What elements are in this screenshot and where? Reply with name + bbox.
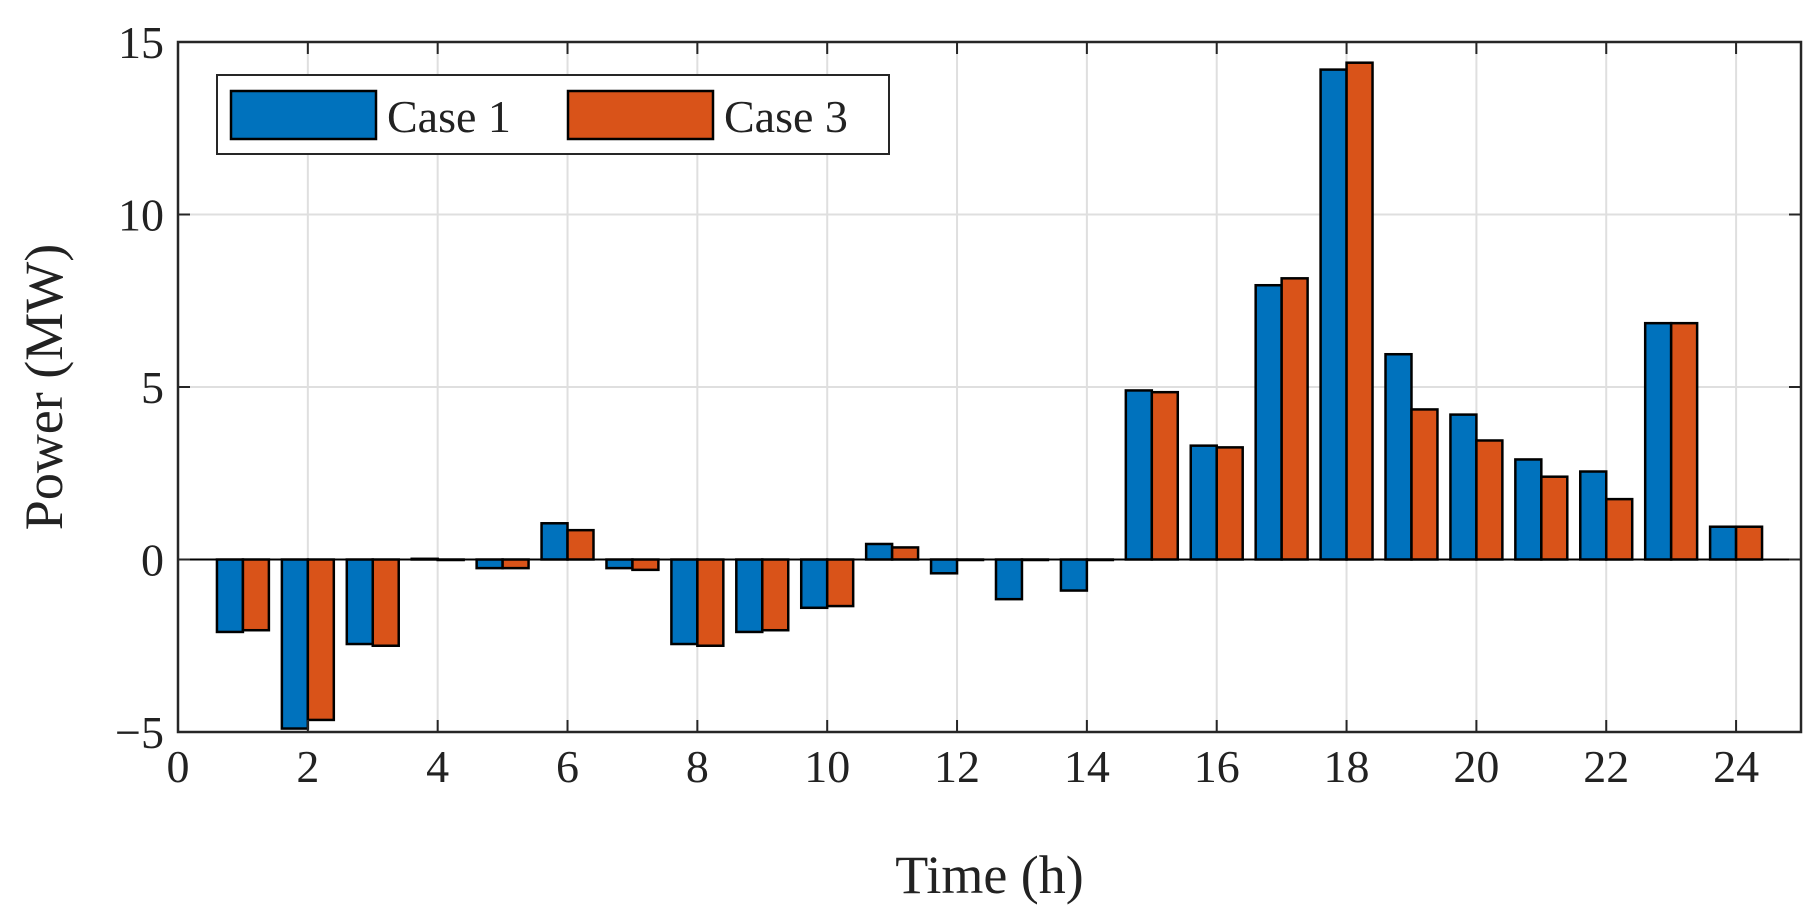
bar-case-3-hour-20 xyxy=(1475,439,1504,561)
bar-case-1-hour-21 xyxy=(1514,458,1543,561)
y-ticks: −5 0 5 10 15 xyxy=(115,17,1801,758)
x-tick-label-18: 18 xyxy=(1324,741,1370,792)
bar-case-1-hour-9 xyxy=(735,558,764,634)
y-tick-label-3: 10 xyxy=(118,190,164,241)
bar-case-1-hour-11 xyxy=(864,542,894,561)
bar-case-3-hour-7 xyxy=(631,558,660,572)
bar-case-1-hour-6 xyxy=(540,522,569,561)
bar-case-1-hour-14 xyxy=(1059,558,1089,592)
bar-case-3-hour-3 xyxy=(371,558,400,647)
bar-case-3-hour-17 xyxy=(1280,277,1309,561)
y-tick-label-2: 5 xyxy=(141,362,164,413)
y-tick-label-4: 15 xyxy=(118,17,164,68)
x-ticks: 0 2 4 6 8 10 12 14 16 18 20 22 24 xyxy=(167,42,1759,792)
x-tick-label-8: 8 xyxy=(686,741,709,792)
bar-case-1-hour-18 xyxy=(1319,68,1348,561)
bar-case-1-hour-2 xyxy=(280,558,310,730)
bar-case-1-hour-13 xyxy=(994,558,1024,601)
x-tick-label-12: 12 xyxy=(934,741,980,792)
x-tick-label-6: 6 xyxy=(556,741,579,792)
legend-swatch-case-3 xyxy=(566,89,715,141)
bar-case-1-hour-1 xyxy=(215,558,245,634)
x-tick-label-24: 24 xyxy=(1713,741,1759,792)
bar-case-1-hour-20 xyxy=(1449,413,1478,561)
y-tick-label-0: −5 xyxy=(115,707,164,758)
bar-case-1-hour-24 xyxy=(1708,525,1738,561)
x-axis-label: Time (h) xyxy=(895,845,1084,905)
bar-case-1-hour-22 xyxy=(1579,470,1608,561)
bars xyxy=(215,61,1764,730)
bar-case-1-hour-8 xyxy=(670,558,699,646)
bar-case-3-hour-10 xyxy=(825,558,855,608)
x-tick-label-22: 22 xyxy=(1583,741,1629,792)
bar-case-3-hour-2 xyxy=(306,558,336,722)
x-tick-label-20: 20 xyxy=(1453,741,1499,792)
bar-case-3-hour-5 xyxy=(501,558,530,570)
bar-case-1-hour-17 xyxy=(1254,283,1283,561)
bar-case-1-hour-23 xyxy=(1643,321,1673,561)
bar-case-3-hour-11 xyxy=(890,546,920,561)
bar-case-1-hour-3 xyxy=(345,558,375,646)
bar-case-1-hour-16 xyxy=(1189,444,1218,561)
bar-case-3-hour-15 xyxy=(1150,390,1180,561)
bar-case-3-hour-22 xyxy=(1604,497,1634,561)
legend-label-case-1: Case 1 xyxy=(387,91,511,142)
x-tick-label-4: 4 xyxy=(426,741,449,792)
bar-case-3-hour-8 xyxy=(696,558,725,647)
y-tick-label-1: 0 xyxy=(141,535,164,586)
legend-swatch-case-1 xyxy=(229,89,378,141)
bar-case-3-hour-21 xyxy=(1540,475,1569,561)
x-tick-label-16: 16 xyxy=(1194,741,1240,792)
bar-case-1-hour-10 xyxy=(799,558,829,610)
bar-case-3-hour-9 xyxy=(761,558,790,632)
bar-case-1-hour-7 xyxy=(605,558,634,570)
bar-case-3-hour-19 xyxy=(1410,408,1439,561)
bar-case-3-hour-24 xyxy=(1734,525,1764,561)
bar-case-1-hour-12 xyxy=(929,558,959,575)
bar-case-3-hour-6 xyxy=(566,528,595,561)
bar-case-3-hour-18 xyxy=(1345,61,1374,561)
bar-case-1-hour-19 xyxy=(1384,352,1413,561)
x-tick-label-2: 2 xyxy=(296,741,319,792)
x-tick-label-0: 0 xyxy=(167,741,190,792)
y-axis-label: Power (MW) xyxy=(14,244,74,530)
bar-case-3-hour-23 xyxy=(1669,321,1699,561)
x-tick-label-10: 10 xyxy=(804,741,850,792)
x-tick-label-14: 14 xyxy=(1064,741,1110,792)
legend-label-case-3: Case 3 xyxy=(724,91,848,142)
legend: Case 1 Case 3 xyxy=(216,74,890,155)
bar-case-1-hour-15 xyxy=(1124,389,1154,561)
bar-case-1-hour-5 xyxy=(475,558,504,570)
bar-case-3-hour-1 xyxy=(241,558,271,632)
bar-case-3-hour-16 xyxy=(1215,446,1244,561)
